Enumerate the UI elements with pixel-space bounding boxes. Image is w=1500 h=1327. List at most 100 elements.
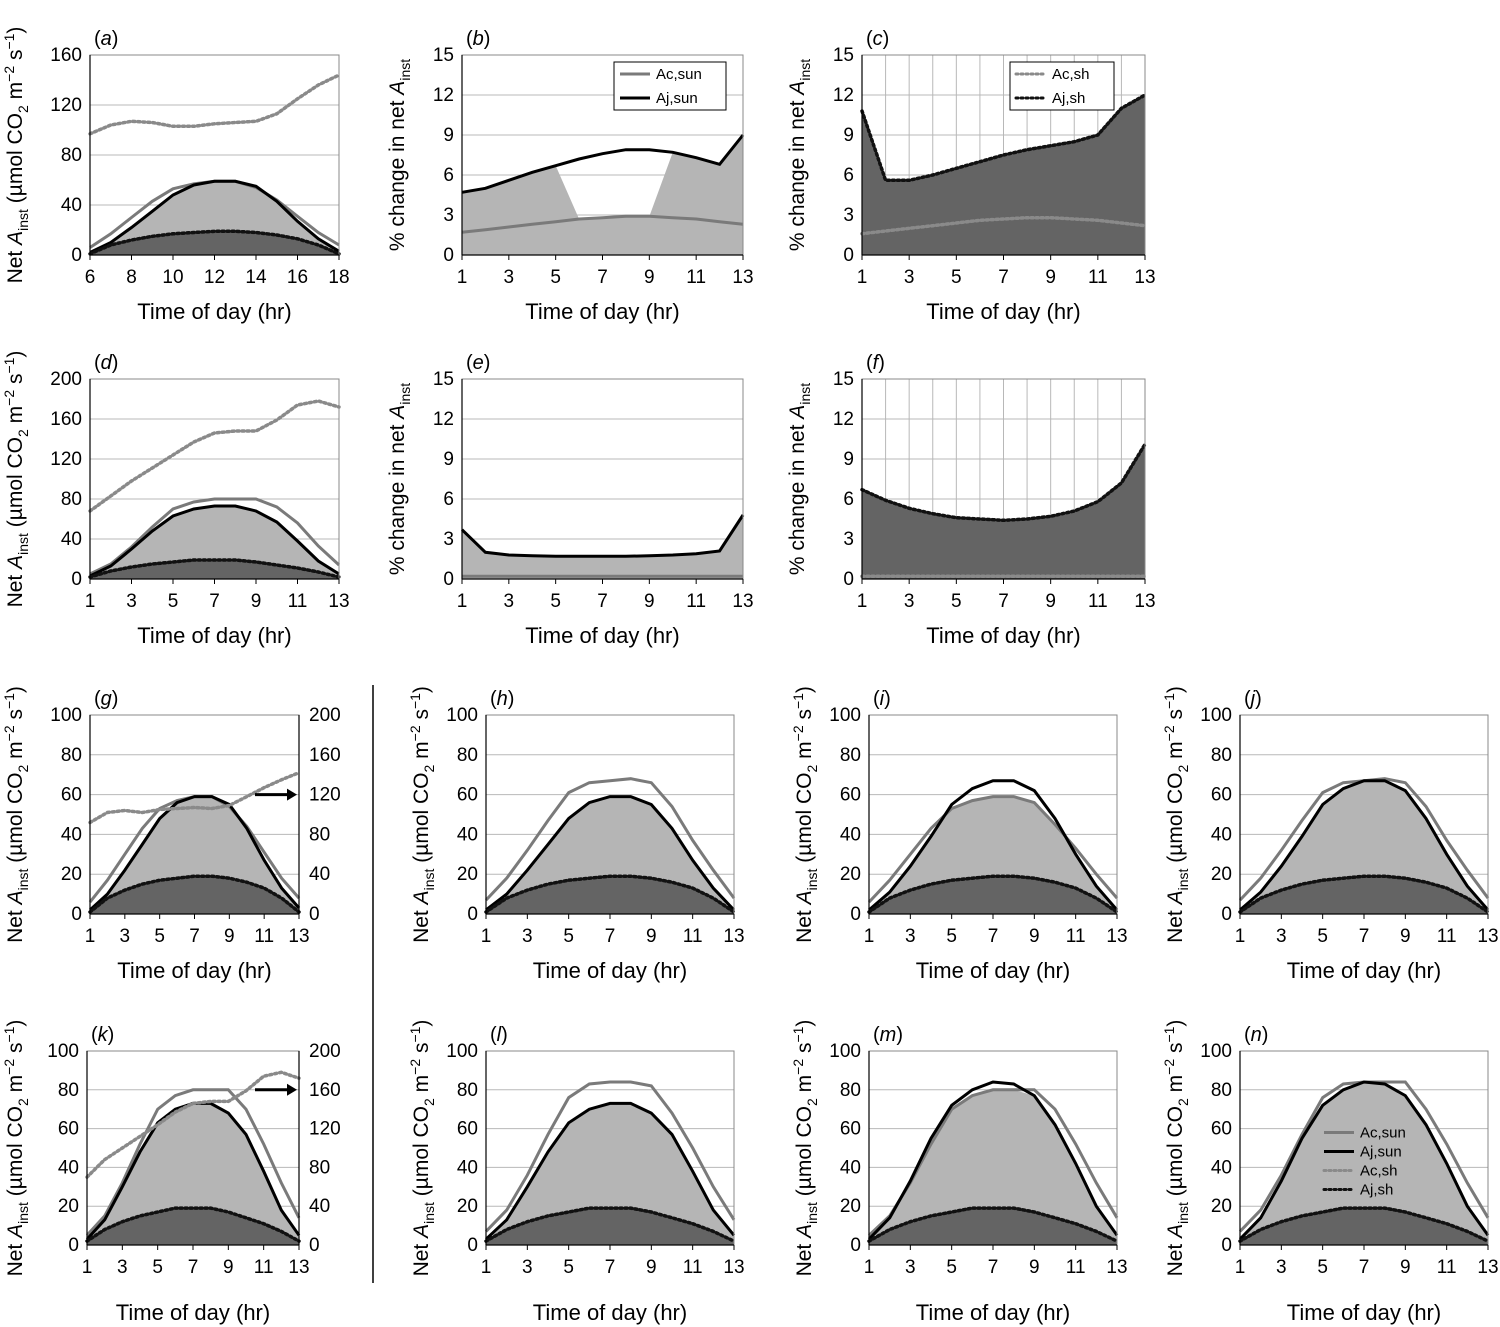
y-tick-label: 3	[443, 529, 454, 550]
legend-box	[1009, 61, 1115, 111]
area-fill-sun	[90, 506, 339, 579]
y-tick-label: 20	[58, 1196, 79, 1217]
y-axis-label: Net Ainst (µmol CO2 m−2 s−1)	[1161, 1020, 1191, 1277]
x-axis-label: Time of day (hr)	[137, 623, 291, 648]
y-tick-label: 80	[61, 745, 82, 766]
y-tick-label: 0	[850, 1235, 861, 1256]
x-tick-label: 3	[904, 591, 915, 612]
y-tick-label: 60	[457, 1119, 478, 1140]
y-tick-label: 0	[1221, 904, 1232, 925]
series-aj-sun-line	[88, 795, 301, 912]
x-tick-label: 11	[254, 926, 274, 947]
y-tick-label: 20	[457, 864, 478, 885]
x-tick-label: 7	[998, 267, 1009, 288]
y2-tick-label: 80	[309, 1157, 330, 1178]
y-tick-label: 80	[58, 1080, 79, 1101]
y2-tick-label: 200	[309, 705, 341, 726]
x-tick-label: 1	[857, 591, 868, 612]
y-tick-label: 60	[457, 785, 478, 806]
area-fill-sun	[1240, 1082, 1488, 1245]
y-tick-label: 40	[1211, 1157, 1232, 1178]
x-tick-label: 7	[189, 926, 200, 947]
legend-label: Aj,sh	[1052, 90, 1085, 107]
x-tick-label: 13	[328, 591, 349, 612]
y-tick-label: 20	[1211, 864, 1232, 885]
x-tick-label: 1	[481, 1257, 492, 1278]
panel-label: (g)	[94, 688, 118, 710]
x-tick-label: 13	[1106, 926, 1127, 947]
x-axis-label: Time of day (hr)	[533, 1300, 687, 1325]
x-tick-label: 7	[605, 926, 616, 947]
x-tick-label: 11	[254, 1257, 274, 1278]
series-aj-sun-line	[868, 779, 1119, 912]
area-fill-shade	[486, 876, 734, 914]
y2-tick-label: 120	[309, 1119, 341, 1140]
panel-label: (h)	[490, 688, 514, 710]
y-axis-label: Net Ainst (µmol CO2 m−2 s−1)	[1, 1020, 31, 1277]
x-tick-label: 14	[245, 267, 267, 288]
y-tick-label: 100	[47, 1041, 79, 1062]
y2-tick-label: 200	[309, 1041, 341, 1062]
series-ac-sh-line	[88, 73, 341, 136]
y-tick-label: 60	[840, 785, 861, 806]
y-tick-label: 100	[50, 705, 82, 726]
y-tick-label: 60	[61, 785, 82, 806]
y-tick-label: 6	[843, 165, 854, 186]
y-tick-label: 120	[50, 449, 82, 470]
y-tick-label: 3	[843, 205, 854, 226]
x-tick-label: 5	[550, 591, 561, 612]
y-tick-label: 9	[443, 125, 454, 146]
y-tick-label: 200	[50, 369, 82, 390]
x-tick-label: 5	[951, 267, 962, 288]
y-tick-label: 0	[68, 1235, 79, 1256]
x-tick-label: 5	[1317, 1257, 1328, 1278]
x-tick-label: 1	[1235, 926, 1246, 947]
panel-label: (e)	[466, 352, 490, 374]
y-tick-label: 80	[1211, 745, 1232, 766]
x-tick-label: 13	[1134, 591, 1155, 612]
y-tick-label: 6	[443, 165, 454, 186]
series-ac-sh-line	[88, 399, 341, 513]
y2-tick-label: 0	[309, 1235, 320, 1256]
y-tick-label: 20	[1211, 1196, 1232, 1217]
y-tick-label: 100	[829, 705, 861, 726]
x-tick-label: 5	[1317, 926, 1328, 947]
y-tick-label: 20	[457, 1196, 478, 1217]
x-tick-label: 9	[1029, 1257, 1040, 1278]
x-tick-label: 7	[1359, 1257, 1370, 1278]
x-tick-label: 11	[686, 267, 706, 288]
series-aj-sun-line	[89, 179, 340, 254]
area-fill-sun	[869, 1089, 1117, 1245]
y-tick-label: 3	[843, 529, 854, 550]
y-tick-label: 40	[457, 824, 478, 845]
x-tick-label: 9	[644, 591, 655, 612]
y-tick-label: 9	[843, 125, 854, 146]
x-tick-label: 5	[951, 591, 962, 612]
x-tick-label: 13	[723, 1257, 744, 1278]
x-tick-label: 13	[1477, 1257, 1498, 1278]
x-tick-label: 1	[82, 1257, 93, 1278]
x-tick-label: 9	[1029, 926, 1040, 947]
x-tick-label: 6	[85, 267, 96, 288]
series-aj-sh-line	[484, 1206, 736, 1243]
x-tick-label: 1	[864, 926, 875, 947]
x-tick-label: 5	[154, 926, 165, 947]
y-axis-label: Net Ainst (µmol CO2 m−2 s−1)	[1161, 686, 1191, 943]
y-tick-label: 80	[1211, 1080, 1232, 1101]
y-tick-label: 120	[50, 95, 82, 116]
legend: Ac,sun Aj,sun Ac,sh Aj,sh	[1322, 1125, 1406, 1199]
x-tick-label: 11	[683, 1257, 703, 1278]
y2-tick-label: 160	[309, 1080, 341, 1101]
x-tick-label: 13	[1106, 1257, 1127, 1278]
x-tick-label: 5	[152, 1257, 163, 1278]
x-tick-label: 5	[550, 267, 561, 288]
series-aj-sun-line	[89, 504, 340, 578]
x-axis-label: Time of day (hr)	[533, 958, 687, 983]
area-fill-sun	[486, 1103, 734, 1245]
y-axis-label: Net Ainst (µmol CO2 m−2 s−1)	[790, 686, 820, 943]
series-aj-sh-line	[860, 93, 1147, 183]
x-tick-label: 13	[723, 926, 744, 947]
